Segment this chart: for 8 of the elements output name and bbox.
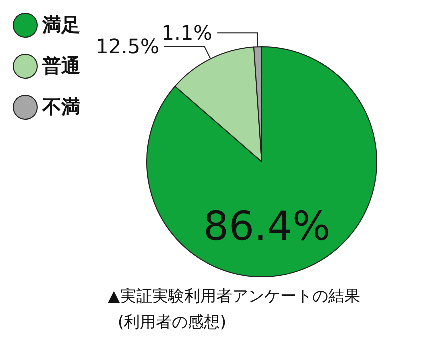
text: (利用者の感想): [118, 312, 226, 332]
text: ▲実証実験利用者アンケートの結果: [108, 286, 360, 306]
data-label: 12.5%: [96, 34, 160, 59]
data-label: 86.4%: [204, 204, 331, 250]
data-label: 1.1%: [162, 21, 213, 46]
legend-label: 不満: [42, 96, 80, 118]
legend-label: 満足: [42, 14, 80, 36]
legend-label: 普通: [42, 56, 80, 78]
